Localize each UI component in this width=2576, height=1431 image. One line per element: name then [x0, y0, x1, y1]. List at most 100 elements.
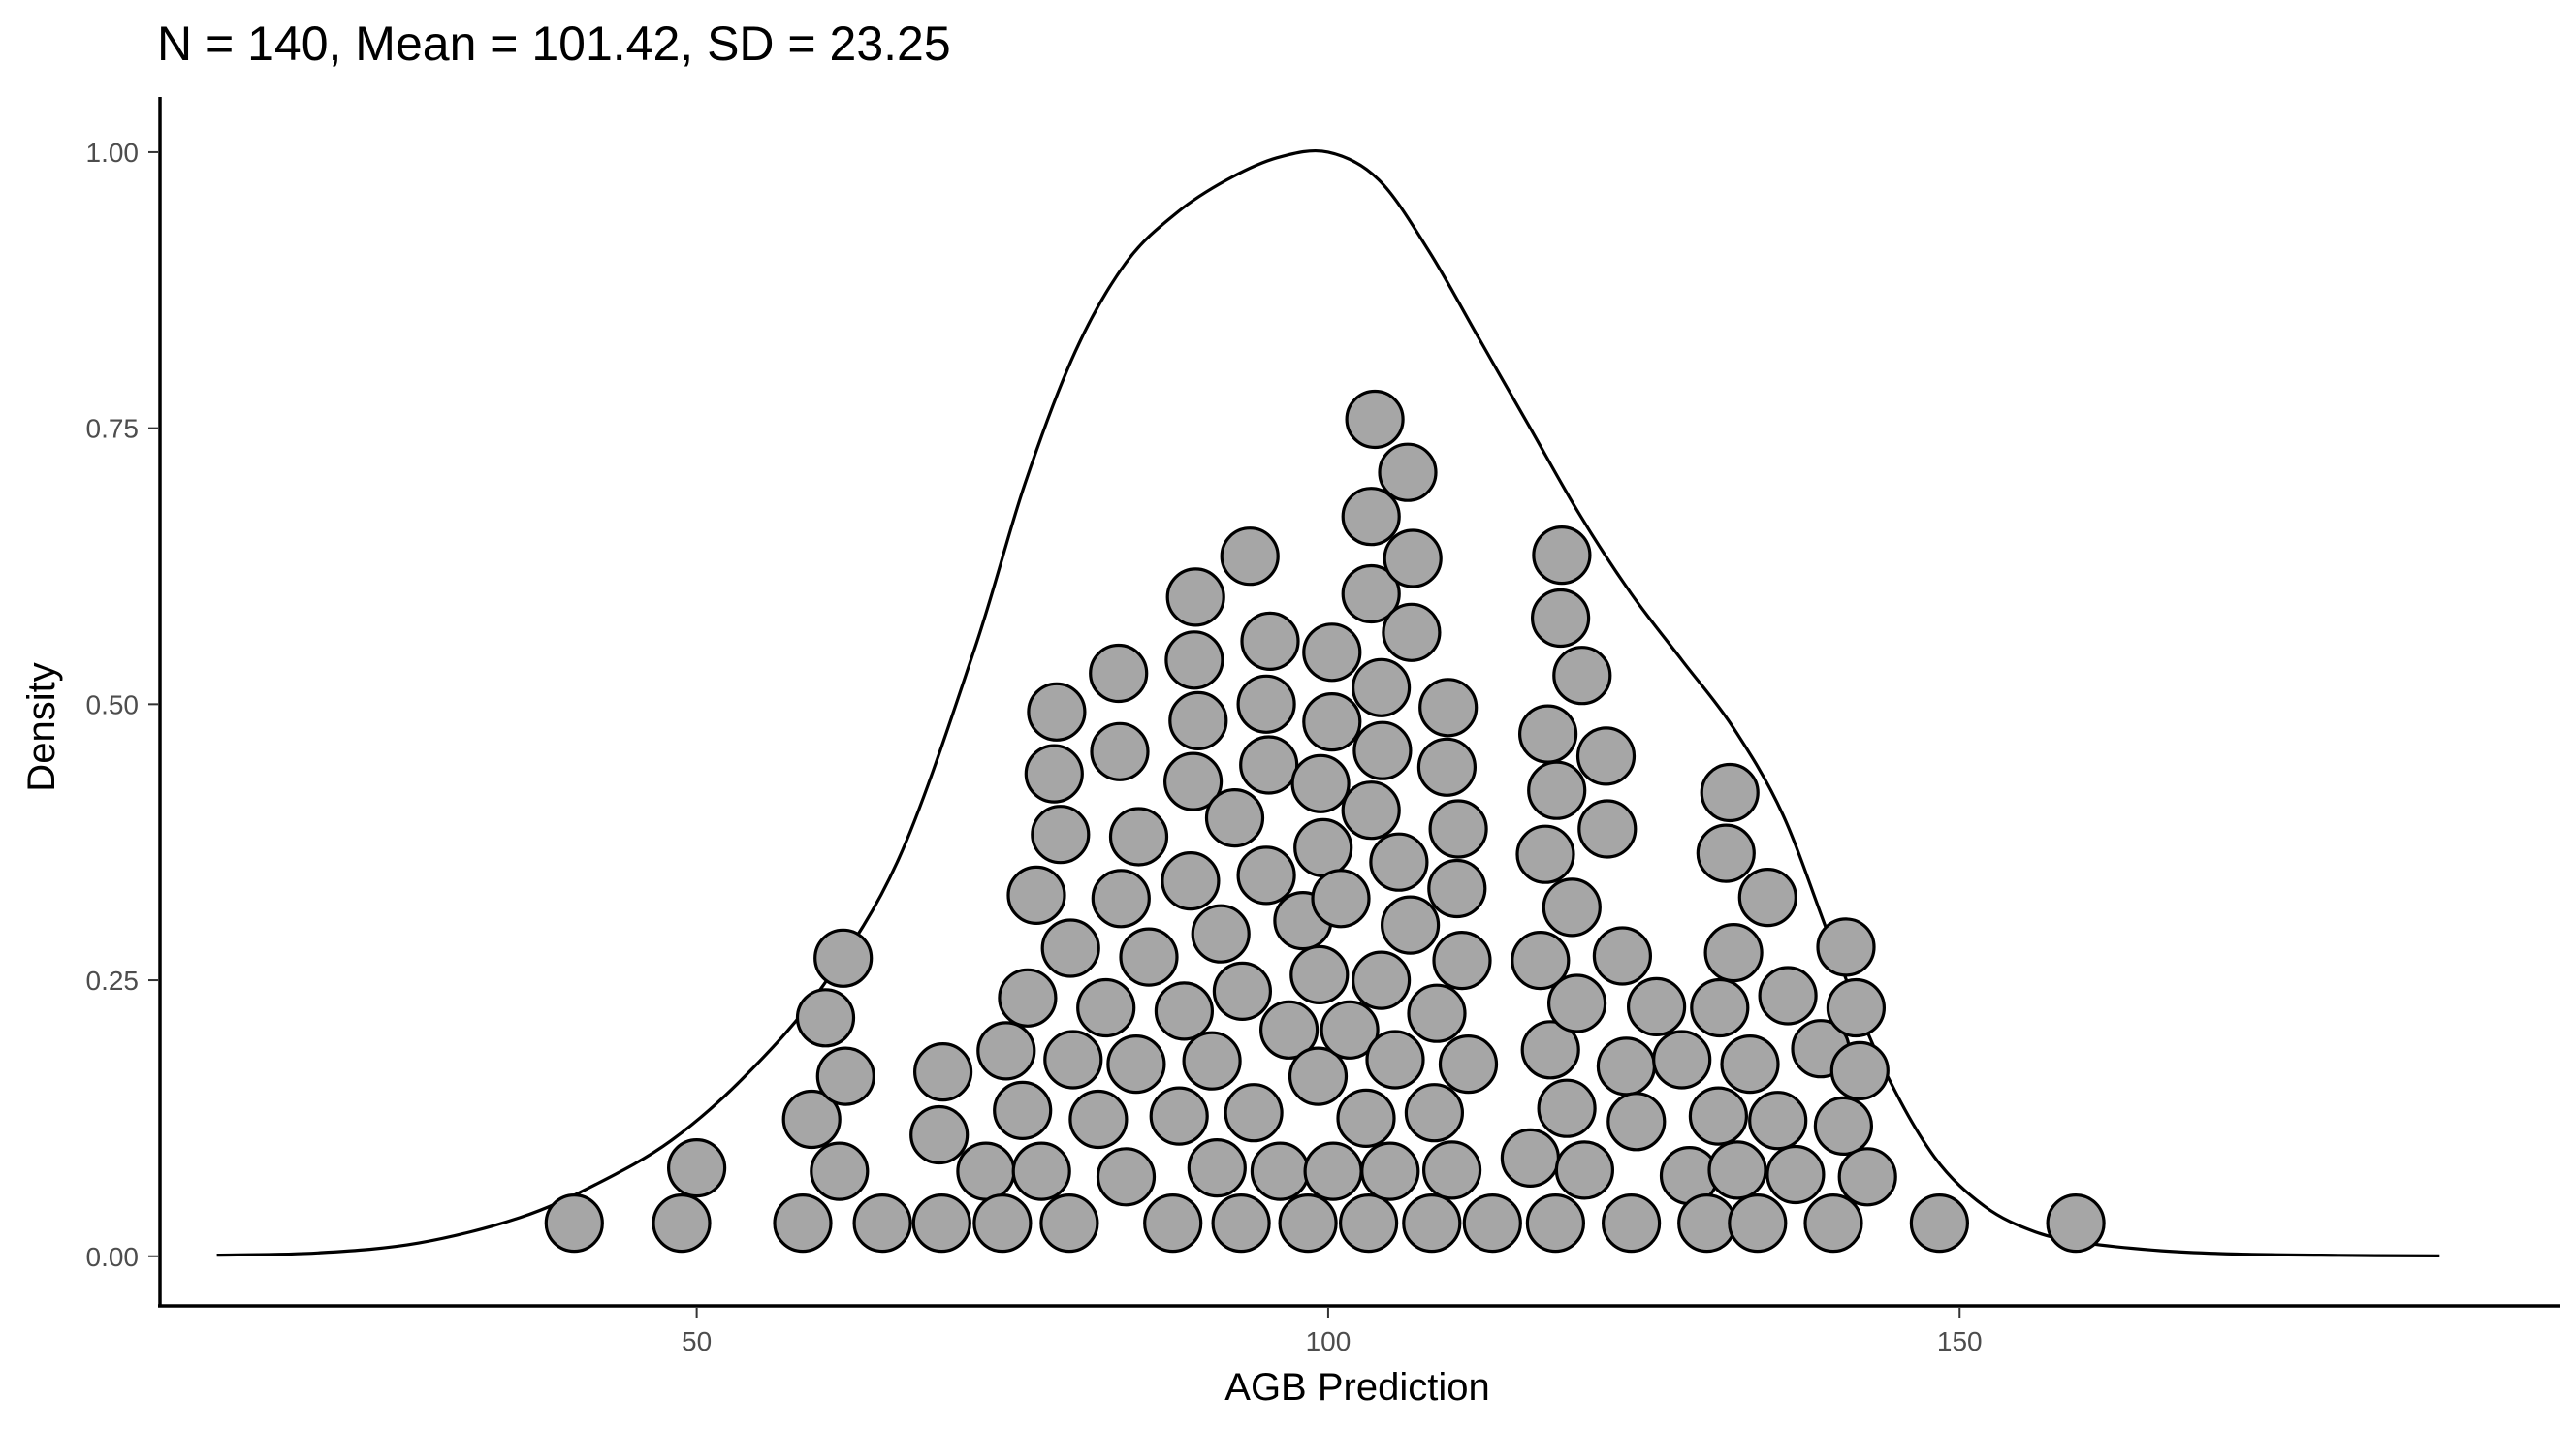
data-dot: [1204, 787, 1265, 848]
data-dot: [1091, 869, 1151, 929]
data-dot: [1143, 1192, 1203, 1254]
data-dot: [1517, 704, 1578, 764]
data-dot: [1293, 817, 1353, 878]
data-dot: [1530, 588, 1591, 649]
y-tick-label: 0.75: [86, 414, 140, 444]
data-dot: [1154, 981, 1215, 1041]
data-dot: [1575, 726, 1637, 786]
data-dot: [1416, 737, 1478, 797]
data-dot: [1909, 1192, 1970, 1254]
data-dot: [1421, 1140, 1482, 1200]
data-dot: [1652, 1030, 1712, 1090]
data-dot: [1040, 918, 1100, 978]
data-dot: [1164, 630, 1224, 690]
data-dot: [1677, 1192, 1737, 1254]
data-dot: [1813, 1096, 1874, 1157]
data-dot: [666, 1137, 727, 1198]
data-dot: [1302, 691, 1362, 752]
data-dot: [1027, 682, 1087, 742]
data-dot: [998, 968, 1058, 1028]
x-axis-title: AGB Prediction: [1224, 1366, 1489, 1409]
data-dot: [909, 1104, 970, 1165]
data-dot: [815, 1046, 875, 1106]
data-dot: [813, 928, 874, 988]
chart-title: N = 140, Mean = 101.42, SD = 23.25: [157, 16, 951, 71]
data-dot: [1500, 1128, 1561, 1189]
data-dot: [1076, 977, 1136, 1038]
data-dot: [1089, 643, 1149, 704]
data-dot: [1402, 1192, 1462, 1254]
data-dot: [1829, 1040, 1890, 1101]
data-dot: [1187, 1137, 1247, 1198]
data-dot: [1532, 525, 1592, 586]
data-dot: [1338, 1192, 1399, 1254]
data-dot: [1236, 674, 1296, 734]
data-dot: [1024, 744, 1084, 804]
data-dot: [1212, 961, 1273, 1022]
data-dot: [1303, 1141, 1363, 1201]
data-dot: [1352, 720, 1413, 780]
x-axis-ticks: 50 100 150: [682, 1308, 1983, 1356]
data-dot: [1369, 832, 1429, 892]
data-dot: [1341, 487, 1401, 547]
data-dot: [1554, 1140, 1615, 1200]
data-dot: [1119, 927, 1179, 987]
data-dot: [1239, 735, 1299, 795]
data-dot: [1351, 950, 1412, 1010]
data-dot: [1096, 1147, 1157, 1207]
data-dot: [1438, 1034, 1499, 1095]
data-dot: [1690, 977, 1750, 1038]
data-dot: [1162, 751, 1224, 811]
data-dot: [1577, 799, 1638, 859]
data-dot: [1720, 1034, 1780, 1095]
data-dot: [1220, 526, 1280, 587]
data-dot: [1278, 1192, 1338, 1254]
data-dot: [1404, 1083, 1465, 1143]
data-dot: [1182, 1031, 1242, 1091]
data-dot: [1039, 1192, 1099, 1254]
data-dot: [544, 1192, 604, 1254]
data-dot: [1302, 622, 1362, 683]
data-dot: [1311, 869, 1371, 929]
density-layer: [216, 148, 2440, 1257]
y-tick-label: 1.00: [86, 138, 140, 168]
data-dot: [1427, 858, 1487, 919]
data-dot: [1826, 977, 1887, 1038]
data-dot: [1149, 1086, 1209, 1146]
data-dot: [911, 1192, 971, 1254]
data-dot: [1165, 567, 1225, 627]
data-dot: [1407, 983, 1467, 1043]
data-dot: [976, 1021, 1036, 1081]
data-dot: [1728, 1192, 1788, 1254]
data-dot: [1748, 1091, 1808, 1151]
y-tick-label: 0.00: [86, 1242, 140, 1272]
data-dot: [1542, 877, 1602, 938]
data-dot: [1527, 760, 1587, 820]
data-dot: [1240, 611, 1300, 672]
data-dot: [1515, 824, 1575, 884]
data-dot: [1380, 895, 1441, 955]
y-axis-ticks: 0.00 0.25 0.50 0.75 1.00: [86, 138, 158, 1272]
data-dot: [1601, 1192, 1662, 1254]
data-dot: [1758, 966, 1818, 1026]
data-dot: [1289, 944, 1350, 1005]
data-dot: [1211, 1192, 1271, 1254]
data-dot: [1596, 1036, 1657, 1097]
data-dot: [1161, 850, 1221, 911]
data-dot: [912, 1041, 973, 1102]
x-tick-label: 50: [682, 1326, 712, 1356]
data-dot: [1043, 1030, 1103, 1090]
data-dot: [2046, 1192, 2106, 1254]
data-dot: [1428, 799, 1488, 859]
data-dot: [1703, 922, 1764, 983]
data-dot: [956, 1141, 1016, 1201]
data-dot: [1288, 1046, 1349, 1106]
y-tick-label: 0.25: [86, 966, 140, 996]
data-dot: [652, 1192, 712, 1254]
data-dot: [1537, 1078, 1597, 1138]
data-dot: [1336, 1088, 1396, 1149]
y-axis-title: Density: [20, 662, 63, 791]
data-dot: [1707, 1140, 1767, 1200]
data-dot: [1606, 1092, 1667, 1152]
